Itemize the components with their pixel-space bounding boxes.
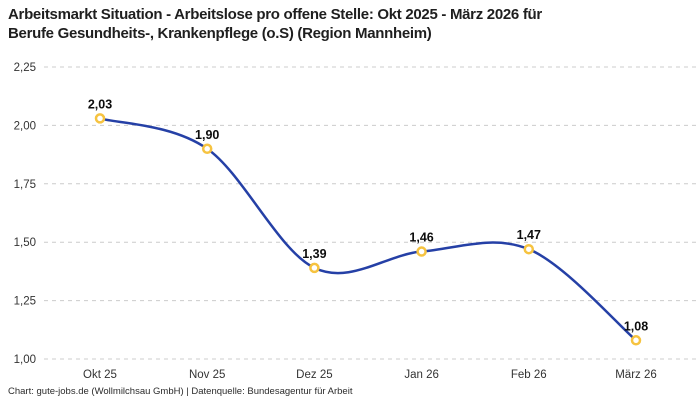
x-axis-tick-label: Nov 25 (189, 369, 225, 381)
y-axis-tick-label: 1,25 (14, 296, 36, 308)
data-point-marker (416, 246, 427, 257)
chart-footer-credit: Chart: gute-jobs.de (Wollmilchsau GmbH) … (8, 386, 353, 397)
data-point-marker (523, 243, 535, 255)
x-axis-tick-label: Dez 25 (296, 369, 332, 381)
x-axis-tick-label: Feb 26 (511, 369, 547, 381)
data-point-label: 1,90 (195, 128, 219, 142)
data-point-label: 1,47 (517, 228, 541, 242)
data-point-marker (309, 262, 320, 274)
x-axis-tick-label: Okt 25 (83, 369, 117, 381)
data-point-label: 1,08 (624, 319, 648, 333)
data-point-label: 1,39 (302, 247, 326, 261)
x-axis-tick-label: März 26 (615, 369, 657, 381)
y-axis-tick-label: 1,50 (14, 237, 36, 249)
y-axis-tick-label: 1,00 (14, 354, 36, 366)
data-point-marker (201, 143, 213, 155)
line-series (98, 117, 638, 342)
x-axis-tick-label: Jan 26 (404, 369, 439, 381)
data-point-marker (94, 113, 106, 124)
data-point-marker (630, 335, 642, 346)
chart-title-line2: Berufe Gesundheits-, Krankenpflege (o.S)… (8, 25, 432, 42)
chart-title-line1: Arbeitsmarkt Situation - Arbeitslose pro… (8, 6, 542, 23)
data-point-label: 2,03 (88, 97, 112, 111)
y-axis-tick-label: 2,00 (14, 120, 36, 132)
data-point-label: 1,46 (409, 231, 433, 245)
y-axis-tick-label: 1,75 (14, 179, 36, 191)
y-axis-tick-label: 2,25 (14, 62, 36, 74)
chart-title: Arbeitsmarkt Situation - Arbeitslose pro… (8, 5, 692, 43)
